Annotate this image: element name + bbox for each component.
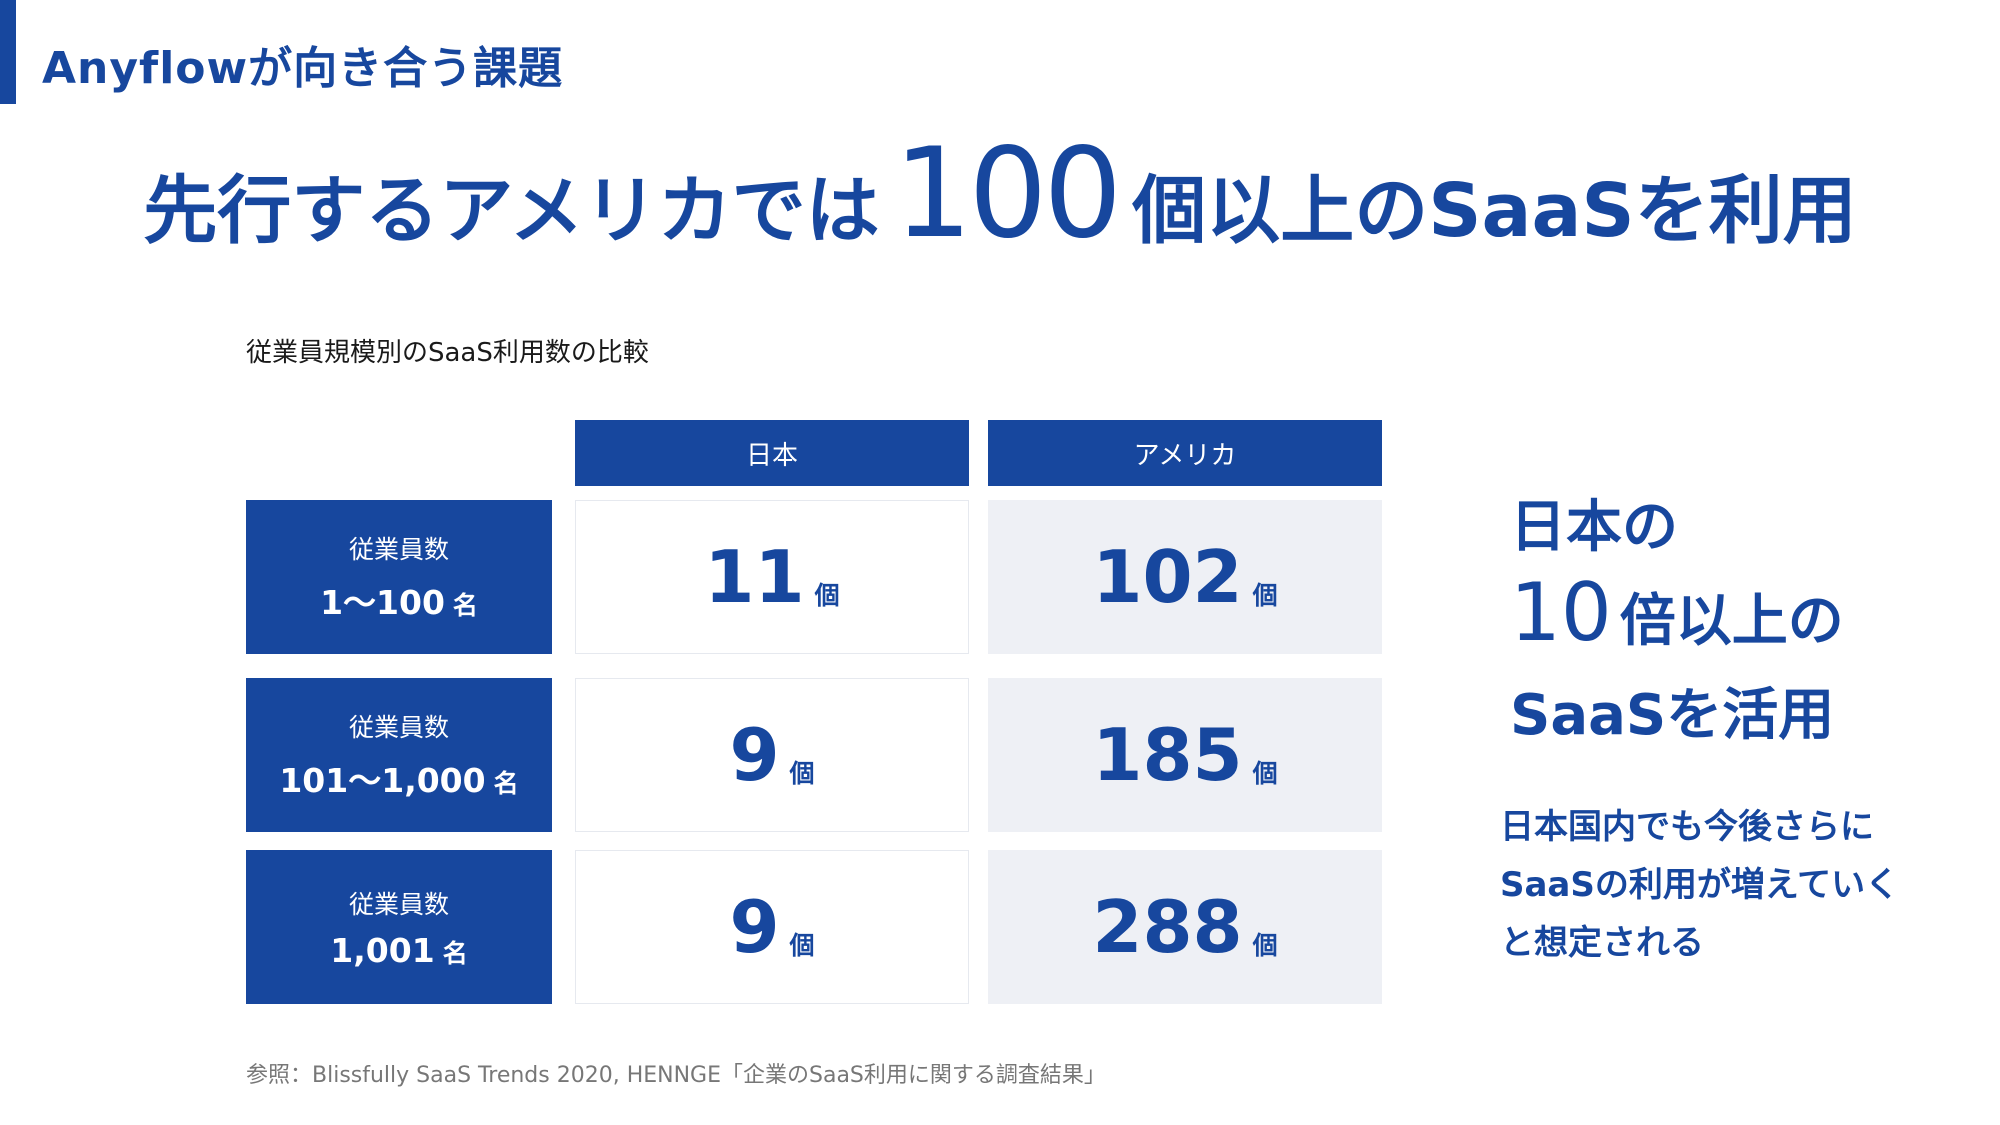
cell-value: 288 xyxy=(1092,885,1243,969)
headline: 先行するアメリカでは 100 個以上のSaaSを利用 xyxy=(0,122,2000,266)
cell-unit: 個 xyxy=(789,931,815,960)
cell-unit: 個 xyxy=(814,581,840,610)
row-header-label: 従業員数 xyxy=(348,713,449,742)
section-title: Anyflowが向き合う課題 xyxy=(42,43,564,94)
column-header-japan: 日本 xyxy=(575,420,969,486)
side-note-line: SaaSの利用が増えていく xyxy=(1500,865,1900,905)
cell-unit: 個 xyxy=(789,759,815,788)
cell-value: 11 xyxy=(704,535,805,619)
cell-value: 9 xyxy=(729,713,780,797)
table-caption: 従業員規模別のSaaS利用数の比較 xyxy=(246,338,649,368)
headline-before: 先行するアメリカでは xyxy=(143,168,880,254)
cell-usa-row-2: 185 個 xyxy=(988,678,1382,832)
side-summary-line-1: 日本の xyxy=(1510,495,1678,560)
cell-value: 102 xyxy=(1092,535,1243,619)
cell-unit: 個 xyxy=(1252,759,1278,788)
row-header-label: 従業員数 xyxy=(348,535,449,564)
row-header-unit: 名 xyxy=(493,769,519,798)
cell-value: 185 xyxy=(1092,713,1243,797)
row-header-label: 従業員数 xyxy=(348,889,449,919)
row-header-range: 101〜1,000 xyxy=(279,761,486,800)
source-reference: 参照：Blissfully SaaS Trends 2020, HENNGE「企… xyxy=(246,1063,1106,1088)
cell-value: 9 xyxy=(729,885,780,969)
row-header-2: 従業員数 101〜1,000 名 xyxy=(246,678,552,832)
row-header-3: 従業員数 1,001 名 xyxy=(246,850,552,1004)
cell-usa-row-1: 102 個 xyxy=(988,500,1382,654)
side-summary-line-2: 10 倍以上の xyxy=(1510,566,1844,659)
row-header-unit: 名 xyxy=(452,591,478,620)
headline-after: 個以上のSaaSを利用 xyxy=(1132,168,1857,254)
row-header-range: 1〜100 xyxy=(320,583,445,622)
cell-usa-row-3: 288 個 xyxy=(988,850,1382,1004)
side-summary-number: 10 xyxy=(1510,566,1612,659)
headline-number: 100 xyxy=(893,122,1123,266)
row-header-unit: 名 xyxy=(442,938,468,968)
cell-unit: 個 xyxy=(1252,931,1278,960)
side-summary-text: 倍以上の xyxy=(1619,589,1844,654)
title-accent-bar xyxy=(0,0,16,104)
cell-japan-row-1: 11 個 xyxy=(575,500,969,654)
side-note-line: 日本国内でも今後さらに xyxy=(1500,807,1874,847)
cell-unit: 個 xyxy=(1252,581,1278,610)
side-note-line: と想定される xyxy=(1500,923,1704,963)
side-summary-line-3: SaaSを活用 xyxy=(1510,683,1835,748)
row-header-range: 1,001 xyxy=(330,930,435,970)
side-note: 日本国内でも今後さらに SaaSの利用が増えていく と想定される xyxy=(1500,798,1899,972)
column-header-usa: アメリカ xyxy=(988,420,1382,486)
row-header-1: 従業員数 1〜100 名 xyxy=(246,500,552,654)
